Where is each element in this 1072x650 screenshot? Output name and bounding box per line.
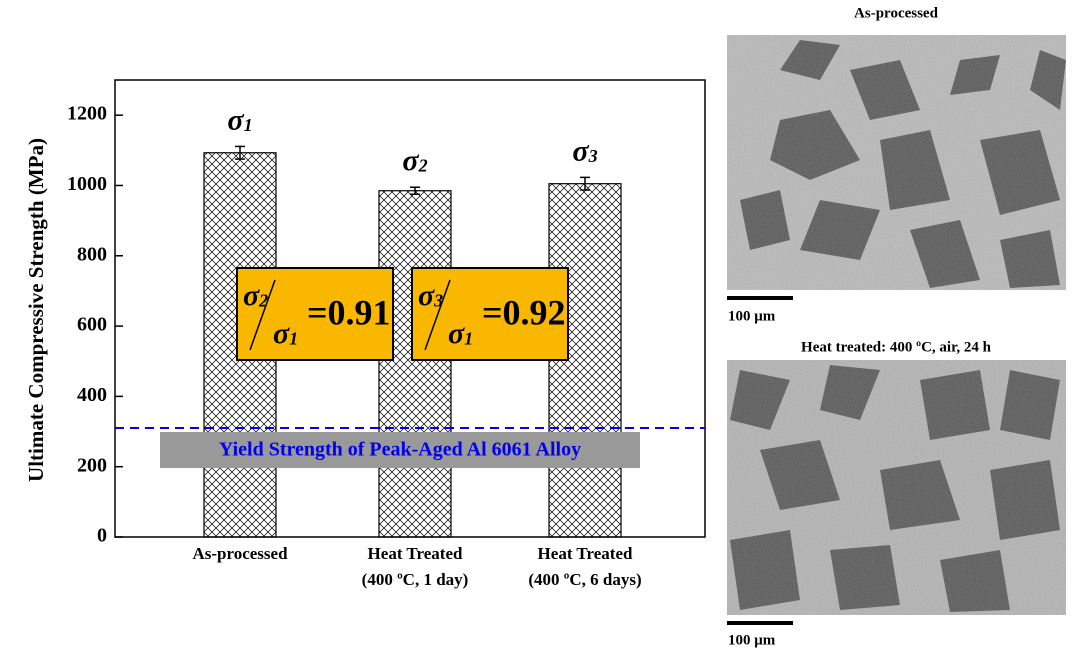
micrograph: As-processed 100 μm	[727, 5, 1066, 324]
ratio-result: =0.92	[482, 292, 566, 332]
sigma-symbol: σ	[402, 144, 419, 177]
x-tick-label: Heat Treated (400 ºC, 6 days)	[528, 544, 641, 589]
reference-label: Yield Strength of Peak-Aged Al 6061 Allo…	[219, 439, 581, 461]
y-axis-label: Ultimate Compressive Strength (MPa)	[24, 138, 48, 482]
y-tick-label: 1200	[67, 103, 107, 125]
sigma-symbol: σ	[418, 279, 435, 312]
sigma-label: σ2	[402, 144, 427, 177]
sigma-symbol: σ	[227, 103, 244, 136]
sigma-subscript: 3	[433, 291, 443, 311]
sigma-subscript: 2	[418, 156, 428, 176]
figure: Ultimate Compressive Strength (MPa) As-p…	[0, 0, 1072, 650]
sigma-symbol: σ	[572, 134, 589, 167]
y-tick-label: 200	[77, 454, 107, 476]
sigma-subscript: 1	[244, 115, 253, 135]
micrograph-texture	[727, 360, 1066, 615]
x-tick-label: As-processed	[192, 544, 288, 563]
x-tick-label-line: (400 ºC, 1 day)	[362, 570, 469, 589]
y-tick-label: 1000	[67, 173, 107, 195]
sigma-symbol: σ	[243, 279, 260, 312]
y-tick-label: 600	[77, 314, 107, 336]
micrograph: Heat treated: 400 ºC, air, 24 h 100 μm	[727, 339, 1066, 648]
micrograph-texture	[727, 35, 1066, 290]
page: Ultimate Compressive Strength (MPa) As-p…	[0, 0, 1072, 650]
bar	[379, 191, 451, 537]
sigma-symbol: σ	[273, 317, 290, 350]
scale-bar-label: 100 μm	[728, 308, 776, 324]
y-tick-label: 0	[97, 525, 107, 547]
micrograph-title: Heat treated: 400 ºC, air, 24 h	[801, 339, 992, 355]
micrograph-title: As-processed	[854, 5, 939, 21]
sigma-label: σ3	[572, 134, 597, 167]
x-tick-label-line: As-processed	[192, 544, 288, 563]
sigma-subscript: 1	[289, 329, 298, 349]
sigma-subscript: 3	[588, 146, 598, 166]
sigma-label: σ1	[227, 103, 252, 136]
sigma-symbol: σ	[448, 317, 465, 350]
sigma-subscript: 1	[464, 329, 473, 349]
x-tick-label: Heat Treated (400 ºC, 1 day)	[362, 544, 469, 589]
scale-bar-label: 100 μm	[728, 632, 776, 648]
x-tick-label-line: Heat Treated	[368, 544, 463, 563]
y-tick-label: 800	[77, 243, 107, 265]
x-tick-label-line: Heat Treated	[538, 544, 633, 563]
ratio-result: =0.91	[307, 292, 391, 332]
y-tick-label: 400	[77, 384, 107, 406]
x-tick-label-line: (400 ºC, 6 days)	[528, 570, 641, 589]
sigma-subscript: 2	[258, 291, 268, 311]
